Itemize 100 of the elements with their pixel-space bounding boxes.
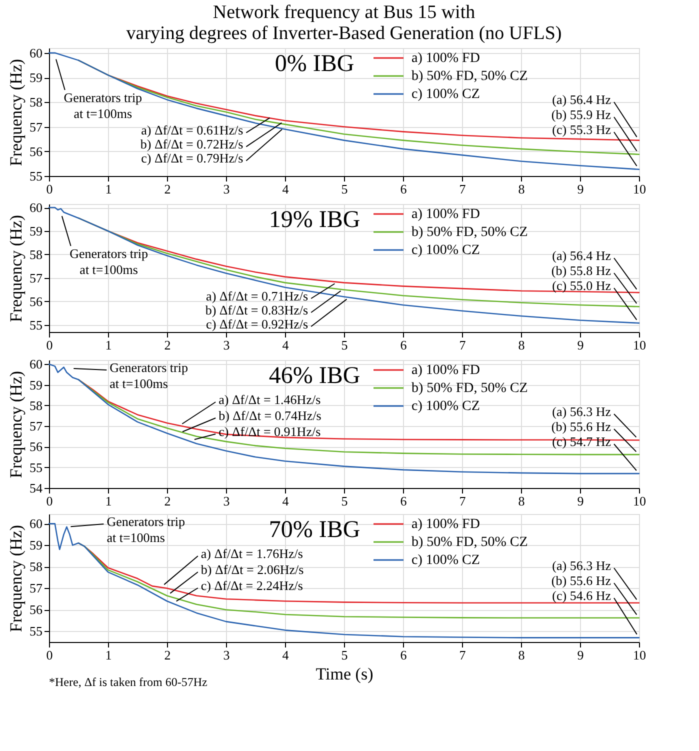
x-tick-label: 2 [164, 494, 171, 508]
line-series [48, 363, 640, 474]
legend-label: c) 100% CZ [412, 399, 480, 414]
y-axis-title: Frequency (Hz) [6, 214, 26, 322]
x-tick-label: 5 [341, 648, 348, 662]
y-tick-label: 58 [30, 246, 42, 262]
x-tick-label: 3 [223, 182, 230, 196]
y-axis-title: Frequency (Hz) [6, 524, 26, 632]
x-tick-label: 10 [633, 648, 646, 662]
x-tick-label: 7 [459, 338, 466, 352]
y-axis-title: Frequency (Hz) [6, 370, 26, 478]
legend-label: a) 100% FD [412, 51, 480, 66]
y-tick-label: 58 [30, 559, 42, 574]
y-tick-label: 59 [30, 377, 42, 392]
legend-label: b) 50% FD, 50% CZ [412, 225, 528, 240]
x-tick-label: 5 [341, 182, 348, 196]
x-tick-label: 3 [223, 648, 230, 662]
legend-label: b) 50% FD, 50% CZ [412, 69, 528, 84]
annotation: (b) 55.6 Hz [551, 419, 612, 434]
x-tick-label: 10 [633, 494, 646, 508]
text: *Here, Δf is taken from 60-57Hz [49, 675, 208, 689]
annotation: Generators trip at t=100ms [70, 246, 148, 277]
x-tick-label: 7 [459, 494, 466, 508]
y-tick-label: 60 [30, 516, 42, 532]
y-tick-label: 58 [30, 94, 42, 110]
y-tick-label: 58 [30, 398, 42, 413]
x-tick-label: 1 [105, 182, 112, 196]
y-tick-label: 57 [30, 119, 43, 134]
x-tick-label: 6 [400, 182, 408, 196]
legend-label: a) 100% FD [412, 363, 480, 378]
y-tick-label: 60 [30, 356, 42, 372]
x-tick-label: 3 [223, 494, 230, 508]
annotation: (a) 56.4 Hz [552, 248, 612, 263]
x-tick-label: 8 [518, 648, 525, 662]
x-tick-label: 1 [105, 648, 112, 662]
x-tick-label: 9 [577, 338, 584, 352]
annotation: a) Δf/Δt = 0.61Hz/s [141, 122, 244, 138]
x-tick-label: 3 [223, 338, 230, 352]
x-tick-label: 2 [164, 338, 171, 352]
chart-subtitle: 46% IBG [268, 363, 360, 389]
y-tick-label: 55 [30, 460, 42, 475]
x-tick-label: 4 [282, 494, 290, 508]
annotation: (b) 55.8 Hz [551, 263, 612, 278]
legend-label: b) 50% FD, 50% CZ [412, 381, 528, 396]
annotation: a) Δf/Δt = 0.71Hz/s [206, 288, 308, 304]
y-tick-label: 56 [30, 439, 43, 454]
y-tick-label: 60 [30, 200, 42, 216]
legend-label: b) 50% FD, 50% CZ [412, 535, 528, 550]
annotation: (c) 54.6 Hz [552, 588, 612, 603]
x-tick-label: 6 [400, 338, 408, 352]
annotation: Generators trip at t=100ms [106, 514, 186, 545]
chart-subtitle: 0% IBG [274, 51, 354, 77]
annotation: Generators trip at t=100ms [110, 360, 188, 391]
annotation: (b) 55.6 Hz [551, 573, 612, 588]
annotation: (c) 55.0 Hz [552, 278, 612, 293]
y-tick-label: 60 [30, 45, 42, 60]
annotation: c) Δf/Δt = 0.79Hz/s [141, 150, 244, 166]
y-tick-label: 56 [30, 294, 43, 309]
x-tick-label: 6 [400, 648, 408, 662]
annotation: a) Δf/Δt = 1.76Hz/s [200, 546, 303, 561]
x-tick-label: 5 [341, 338, 348, 352]
y-tick-label: 59 [30, 70, 42, 86]
y-tick-label: 57 [30, 270, 43, 286]
y-tick-label: 54 [30, 480, 43, 496]
annotation: (a) 56.3 Hz [552, 558, 612, 573]
annotation: (b) 55.9 Hz [551, 107, 612, 122]
legend-label: c) 100% CZ [412, 553, 480, 568]
x-tick-label: 7 [459, 182, 466, 196]
legend-label: a) 100% FD [412, 207, 480, 222]
x-tick-label: 8 [518, 338, 525, 352]
y-tick-label: 55 [30, 624, 42, 639]
annotation: b) Δf/Δt = 0.74Hz/s [218, 408, 322, 423]
x-tick-label: 1 [105, 338, 112, 352]
annotation: (a) 56.3 Hz [552, 404, 612, 419]
x-tick-label: 2 [164, 648, 171, 662]
x-tick-label: 4 [282, 648, 290, 662]
annotation: b) Δf/Δt = 0.83Hz/s [205, 302, 308, 318]
y-axis-title: Frequency (Hz) [6, 58, 26, 166]
legend-label: c) 100% CZ [412, 243, 480, 258]
x-tick-label: 8 [518, 494, 525, 508]
y-tick-label: 55 [30, 317, 42, 332]
y-tick-label: 57 [30, 580, 43, 596]
annotation: c) Δf/Δt = 0.92Hz/s [206, 316, 308, 332]
chart-title: Network frequency at Bus 15 with varying degrees of Inverter-Based Generation (no UFLS) [126, 2, 562, 44]
x-axis-title: Time (s) [316, 664, 374, 684]
annotation: c) Δf/Δt = 2.24Hz/s [200, 578, 303, 593]
x-tick-label: 9 [577, 494, 584, 508]
y-tick-label: 57 [30, 418, 43, 434]
x-tick-label: 9 [577, 648, 584, 662]
x-tick-label: 4 [282, 182, 290, 196]
annotation: (c) 55.3 Hz [552, 122, 612, 137]
x-tick-label: 4 [282, 338, 290, 352]
y-tick-label: 59 [30, 224, 42, 239]
y-tick-label: 55 [30, 168, 42, 184]
annotation: b) Δf/Δt = 0.72Hz/s [140, 136, 244, 152]
legend-label: c) 100% CZ [412, 87, 480, 102]
x-tick-label: 0 [46, 338, 53, 352]
y-tick-label: 59 [30, 538, 42, 553]
x-tick-label: 0 [46, 494, 53, 508]
annotation: a) Δf/Δt = 1.46Hz/s [218, 392, 321, 407]
